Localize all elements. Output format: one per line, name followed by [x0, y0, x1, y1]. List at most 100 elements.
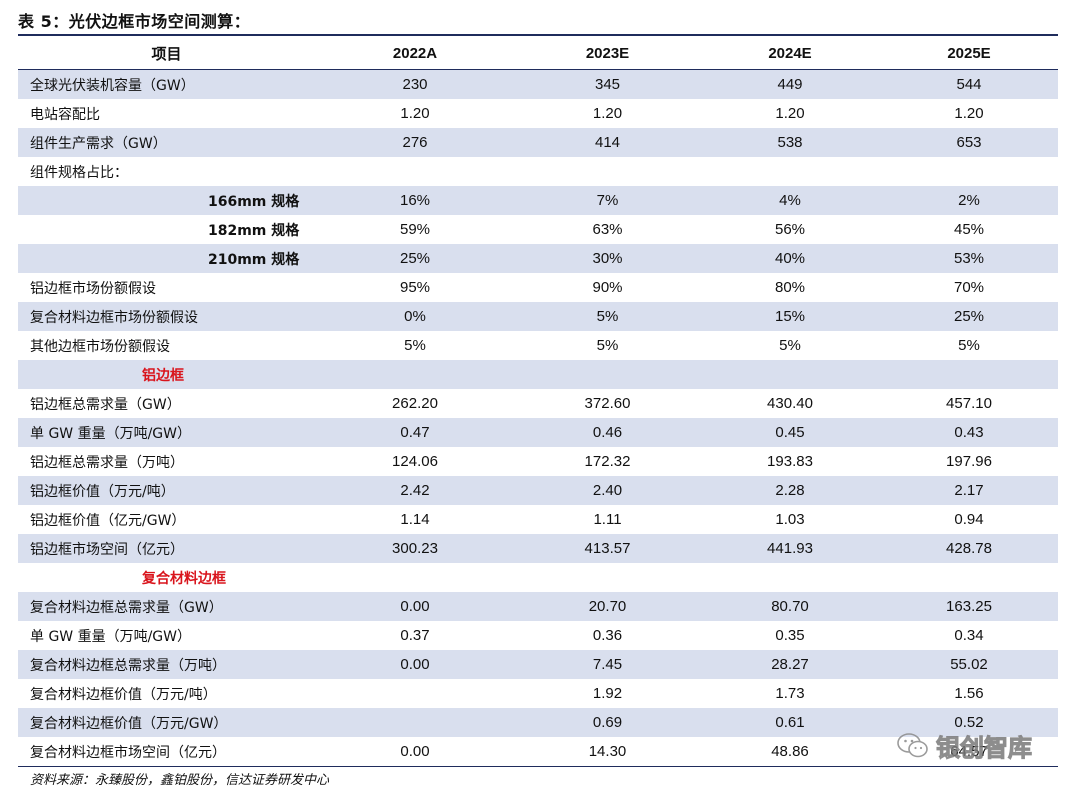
row-value: 300.23 [315, 534, 515, 563]
row-label: 铝边框 [18, 360, 315, 389]
row-value: 124.06 [315, 447, 515, 476]
row-value [315, 157, 515, 186]
row-label: 组件生产需求（GW） [18, 128, 315, 157]
row-value: 0.36 [515, 621, 700, 650]
header-2024e: 2024E [700, 37, 880, 70]
table-row: 铝边框总需求量（GW） 262.20 372.60 430.40 457.10 [18, 389, 1058, 418]
table-row: 全球光伏装机容量（GW） 230 345 449 544 [18, 69, 1058, 99]
row-value: 1.73 [700, 679, 880, 708]
row-value: 63% [515, 215, 700, 244]
table-row: 铝边框价值（万元/吨） 2.42 2.40 2.28 2.17 [18, 476, 1058, 505]
row-value: 0.47 [315, 418, 515, 447]
row-label: 复合材料边框市场份额假设 [18, 302, 315, 331]
row-value [315, 360, 515, 389]
row-value: 0.61 [700, 708, 880, 737]
row-label: 铝边框总需求量（GW） [18, 389, 315, 418]
header-item: 项目 [18, 37, 315, 70]
header-2022a: 2022A [315, 37, 515, 70]
row-label: 复合材料边框总需求量（万吨） [18, 650, 315, 679]
row-label: 电站容配比 [18, 99, 315, 128]
table-row: 电站容配比 1.20 1.20 1.20 1.20 [18, 99, 1058, 128]
row-value: 7% [515, 186, 700, 215]
row-value: 0.43 [880, 418, 1058, 447]
row-value: 70% [880, 273, 1058, 302]
row-value: 90% [515, 273, 700, 302]
table-row: 铝边框 [18, 360, 1058, 389]
row-value: 2.40 [515, 476, 700, 505]
row-value [700, 157, 880, 186]
row-value: 172.32 [515, 447, 700, 476]
row-value [880, 157, 1058, 186]
row-value: 1.20 [515, 99, 700, 128]
row-value: 0.52 [880, 708, 1058, 737]
row-value: 441.93 [700, 534, 880, 563]
row-value: 16% [315, 186, 515, 215]
top-rule [18, 34, 1058, 36]
source-note: 资料来源：永臻股份，鑫铂股份，信达证券研发中心 [30, 773, 330, 788]
row-value: 45% [880, 215, 1058, 244]
row-value: 653 [880, 128, 1058, 157]
row-value: 230 [315, 69, 515, 99]
row-value: 80.70 [700, 592, 880, 621]
row-value: 59% [315, 215, 515, 244]
row-value: 1.11 [515, 505, 700, 534]
row-value: 4% [700, 186, 880, 215]
row-value: 53% [880, 244, 1058, 273]
row-value: 2.42 [315, 476, 515, 505]
row-value: 95% [315, 273, 515, 302]
row-value [515, 360, 700, 389]
row-value: 0% [315, 302, 515, 331]
row-value: 1.03 [700, 505, 880, 534]
header-2023e: 2023E [515, 37, 700, 70]
row-value: 0.94 [880, 505, 1058, 534]
row-value [315, 708, 515, 737]
row-value: 0.69 [515, 708, 700, 737]
row-label: 组件规格占比： [18, 157, 315, 186]
header-2025e: 2025E [880, 37, 1058, 70]
table-row: 166mm 规格 16% 7% 4% 2% [18, 186, 1058, 215]
table-row: 组件规格占比： [18, 157, 1058, 186]
row-value: 5% [315, 331, 515, 360]
table-row: 复合材料边框价值（万元/吨） 1.92 1.73 1.56 [18, 679, 1058, 708]
row-label: 182mm 规格 [18, 215, 315, 244]
table-row: 单 GW 重量（万吨/GW） 0.37 0.36 0.35 0.34 [18, 621, 1058, 650]
row-value: 7.45 [515, 650, 700, 679]
row-value: 449 [700, 69, 880, 99]
row-value: 14.30 [515, 737, 700, 766]
row-label: 复合材料边框 [18, 563, 315, 592]
row-value: 55.02 [880, 650, 1058, 679]
row-value: 197.96 [880, 447, 1058, 476]
row-value: 1.20 [880, 99, 1058, 128]
row-value: 40% [700, 244, 880, 273]
table-row: 单 GW 重量（万吨/GW） 0.47 0.46 0.45 0.43 [18, 418, 1058, 447]
table-row: 组件生产需求（GW） 276 414 538 653 [18, 128, 1058, 157]
table-row: 铝边框价值（亿元/GW） 1.14 1.11 1.03 0.94 [18, 505, 1058, 534]
row-value: 15% [700, 302, 880, 331]
row-value: 430.40 [700, 389, 880, 418]
row-label: 复合材料边框总需求量（GW） [18, 592, 315, 621]
row-label: 铝边框价值（万元/吨） [18, 476, 315, 505]
table-row: 复合材料边框 [18, 563, 1058, 592]
row-value: 5% [880, 331, 1058, 360]
row-label: 铝边框总需求量（万吨） [18, 447, 315, 476]
header-row: 项目 2022A 2023E 2024E 2025E [18, 37, 1058, 70]
table-row: 复合材料边框价值（万元/GW） 0.69 0.61 0.52 [18, 708, 1058, 737]
row-value: 0.46 [515, 418, 700, 447]
table-row: 210mm 规格 25% 30% 40% 53% [18, 244, 1058, 273]
row-label: 铝边框价值（亿元/GW） [18, 505, 315, 534]
wechat-icon [897, 732, 928, 757]
table-row: 182mm 规格 59% 63% 56% 45% [18, 215, 1058, 244]
row-label: 其他边框市场份额假设 [18, 331, 315, 360]
table-title: 表 5：光伏边框市场空间测算： [18, 12, 251, 31]
row-value: 0.00 [315, 650, 515, 679]
row-value: 413.57 [515, 534, 700, 563]
watermark: 银创智库 [896, 728, 1033, 763]
row-value [880, 563, 1058, 592]
row-value [880, 360, 1058, 389]
row-value: 0.37 [315, 621, 515, 650]
row-value [515, 157, 700, 186]
row-value: 0.00 [315, 592, 515, 621]
row-value [700, 563, 880, 592]
row-value: 1.14 [315, 505, 515, 534]
row-label: 复合材料边框市场空间（亿元） [18, 737, 315, 766]
